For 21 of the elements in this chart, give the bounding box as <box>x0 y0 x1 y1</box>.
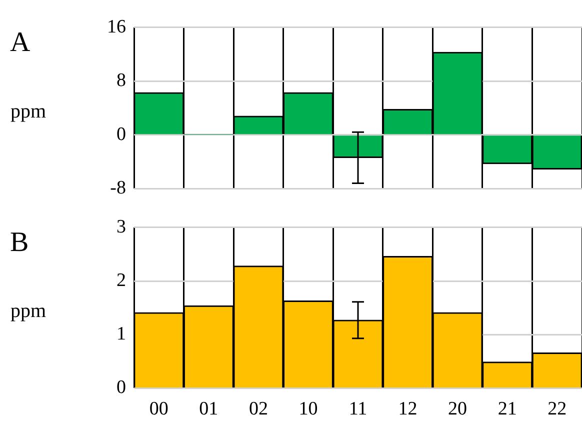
x-tick-label: 11 <box>348 398 368 420</box>
x-tick-label: 00 <box>149 398 168 420</box>
x-tick-label: 02 <box>248 398 268 420</box>
y-tick-label: -8 <box>110 178 126 199</box>
y-tick-label: 0 <box>116 377 126 398</box>
x-tick-label: 10 <box>298 398 318 420</box>
y-tick-label: 0 <box>116 124 126 145</box>
x-tick-label: 12 <box>398 398 418 420</box>
y-tick-label: 1 <box>116 324 126 345</box>
x-tick-label: 21 <box>498 398 517 420</box>
x-tick-label: 20 <box>448 398 468 420</box>
y-axis-title: ppm <box>10 300 46 322</box>
y-tick-label: 16 <box>107 16 126 38</box>
x-tick-label: 01 <box>199 398 218 420</box>
x-tick-label: 22 <box>548 398 567 420</box>
y-tick-label: 8 <box>116 70 126 92</box>
chart-title: B <box>10 226 29 258</box>
chart-title: A <box>10 26 31 58</box>
y-tick-label: 2 <box>116 270 126 291</box>
y-axis-title: ppm <box>10 100 46 122</box>
y-tick-label: 3 <box>116 216 126 238</box>
